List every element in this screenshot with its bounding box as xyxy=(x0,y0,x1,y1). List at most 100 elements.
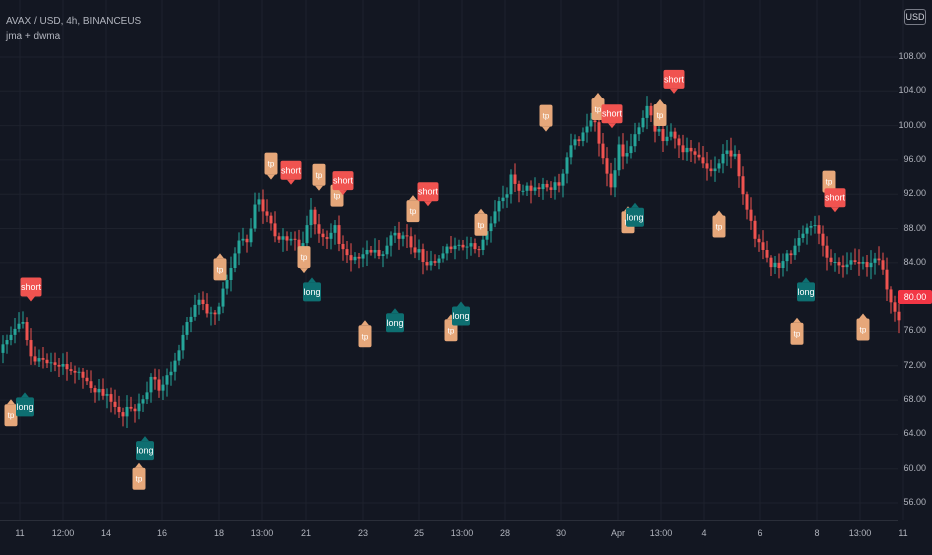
time-tick-label: 4 xyxy=(701,528,707,538)
currency-badge[interactable]: USD xyxy=(904,9,926,25)
candle-body xyxy=(421,249,425,262)
tp-signal-badge[interactable]: tp xyxy=(4,399,18,427)
long-signal-badge[interactable]: long xyxy=(626,202,644,227)
candle-body xyxy=(13,328,17,335)
candle-body xyxy=(273,223,277,237)
tp-signal-badge[interactable]: tp xyxy=(539,104,553,132)
candle-body xyxy=(129,406,133,409)
tp-signal-badge[interactable]: tp xyxy=(591,93,605,121)
tp-signal-badge[interactable]: tp xyxy=(213,253,227,281)
candle-body xyxy=(717,163,721,169)
price-tick-label: 68.00 xyxy=(903,394,926,405)
long-signal-badge[interactable]: long xyxy=(797,277,815,302)
candle-body xyxy=(337,225,341,244)
tp-signal-badge[interactable]: tp xyxy=(132,462,146,490)
candle-body xyxy=(405,235,409,237)
candle-body xyxy=(617,144,621,171)
badge-pointer xyxy=(287,179,295,185)
candle-body xyxy=(673,131,677,139)
candle-body xyxy=(61,364,65,367)
candle-body xyxy=(397,232,401,239)
tp-signal-badge[interactable]: tp xyxy=(358,320,372,348)
candle-body xyxy=(601,143,605,159)
badge-pointer xyxy=(339,190,347,196)
badge-pointer xyxy=(135,462,143,468)
long-signal-badge[interactable]: long xyxy=(16,392,34,417)
badge-label: short xyxy=(602,109,623,119)
long-signal-badge[interactable]: long xyxy=(452,301,470,326)
candle-body xyxy=(41,358,45,360)
short-signal-badge[interactable]: short xyxy=(20,277,42,302)
time-tick-label: 28 xyxy=(499,528,511,538)
price-tick-label: 108.00 xyxy=(898,51,926,61)
candle-body xyxy=(401,235,405,239)
candle-body xyxy=(737,153,741,177)
tp-signal-badge[interactable]: tp xyxy=(406,195,420,223)
candle-body xyxy=(745,194,749,210)
candle-body xyxy=(449,246,453,250)
candle-body xyxy=(769,257,773,268)
candle-body xyxy=(661,129,665,142)
candle-body xyxy=(313,209,317,225)
short-signal-badge[interactable]: short xyxy=(663,69,685,94)
badge-label: tp xyxy=(860,325,867,334)
badge-body xyxy=(312,163,326,186)
candle-body xyxy=(377,249,381,256)
candle-body xyxy=(317,224,321,234)
tp-signal-badge[interactable]: tp xyxy=(653,99,667,127)
badge-label: long xyxy=(303,287,320,297)
badge-label: short xyxy=(21,282,42,292)
badge-body xyxy=(797,282,815,302)
short-signal-badge[interactable]: short xyxy=(601,104,623,129)
candle-body xyxy=(677,138,681,146)
candle-body xyxy=(797,237,801,246)
short-signal-badge[interactable]: short xyxy=(417,182,439,207)
candle-body xyxy=(753,220,757,239)
tp-signal-badge[interactable]: tp xyxy=(264,152,278,180)
tp-signal-badge[interactable]: tp xyxy=(856,313,870,341)
time-tick-label: 18 xyxy=(213,528,225,538)
candle-body xyxy=(5,340,9,345)
candle-body xyxy=(529,185,533,191)
candle-body xyxy=(865,261,869,268)
short-signal-badge[interactable]: short xyxy=(280,160,302,185)
tp-signal-badge[interactable]: tp xyxy=(474,208,488,236)
long-signal-badge[interactable]: long xyxy=(303,277,321,302)
candle-body xyxy=(241,238,245,241)
candle-body xyxy=(369,249,373,253)
candle-body xyxy=(761,242,765,250)
candle-body xyxy=(513,174,517,184)
candle-body xyxy=(781,261,785,268)
candle-body xyxy=(221,288,225,307)
candle-body xyxy=(573,139,577,146)
indicator-title[interactable]: jma + dwma xyxy=(6,31,61,42)
symbol-title[interactable]: AVAX / USD, 4h, BINANCEUS xyxy=(6,16,142,27)
badge-body xyxy=(539,104,553,127)
candle-body xyxy=(277,236,281,240)
candle-body xyxy=(285,236,289,241)
badge-label: tp xyxy=(826,178,833,187)
long-signal-badge[interactable]: long xyxy=(386,308,404,333)
time-tick-label: 13:00 xyxy=(250,528,274,538)
short-signal-badge[interactable]: short xyxy=(332,171,354,196)
candle-body xyxy=(357,256,361,259)
price-tick-label: 96.00 xyxy=(903,153,926,164)
price-tick-label: 92.00 xyxy=(903,188,926,199)
badge-label: tp xyxy=(8,411,15,420)
badge-label: long xyxy=(136,446,153,456)
candle-body xyxy=(229,267,233,280)
tp-signal-badge[interactable]: tp xyxy=(712,210,726,238)
short-signal-badge[interactable]: short xyxy=(824,188,846,213)
candle-body xyxy=(329,232,333,239)
candle-body xyxy=(269,215,273,224)
candle-body xyxy=(209,312,213,314)
tp-signal-badge[interactable]: tp xyxy=(297,246,311,274)
candle-body xyxy=(809,225,813,228)
long-signal-badge[interactable]: long xyxy=(136,436,154,461)
tp-signal-badge[interactable]: tp xyxy=(790,317,804,345)
time-tick-label: Apr xyxy=(610,528,626,538)
candle-body xyxy=(29,340,33,357)
tp-signal-badge[interactable]: tp xyxy=(312,163,326,191)
